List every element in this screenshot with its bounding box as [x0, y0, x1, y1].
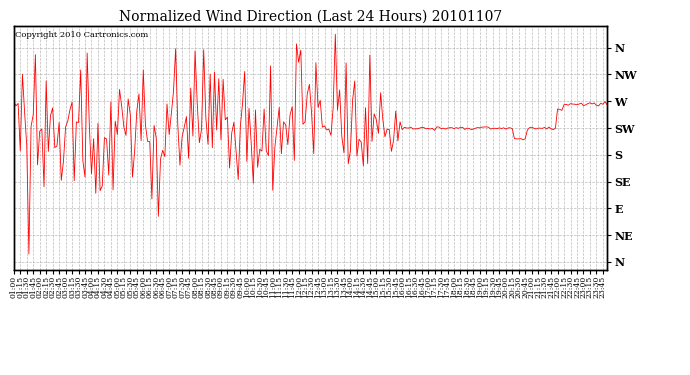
Text: Copyright 2010 Cartronics.com: Copyright 2010 Cartronics.com [15, 31, 148, 39]
Title: Normalized Wind Direction (Last 24 Hours) 20101107: Normalized Wind Direction (Last 24 Hours… [119, 10, 502, 24]
